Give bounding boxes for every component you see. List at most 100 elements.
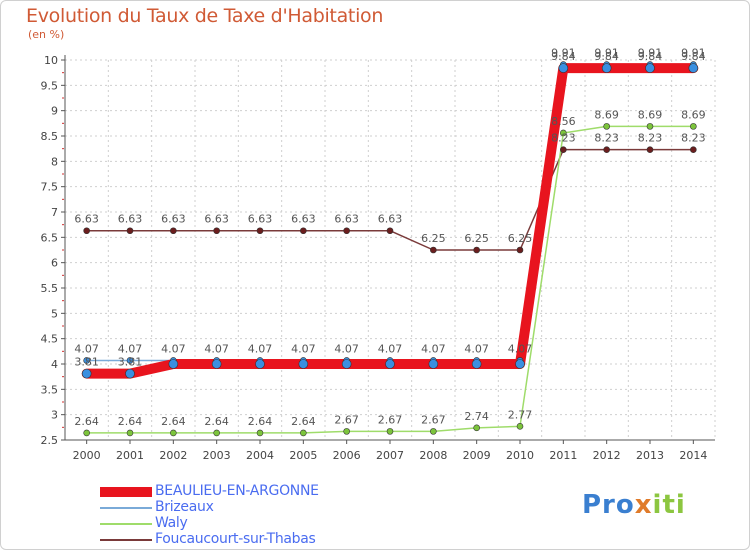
data-point-waly bbox=[170, 429, 177, 437]
data-point-waly bbox=[473, 424, 480, 432]
y-tick-label: 6 bbox=[51, 257, 58, 270]
legend-swatch-beaulieu bbox=[100, 487, 152, 497]
data-label-foucaucourt: 6.63 bbox=[118, 213, 143, 226]
data-label-waly: 8.56 bbox=[551, 115, 576, 128]
data-point-brizeaux bbox=[83, 357, 90, 364]
data-label-foucaucourt: 6.63 bbox=[204, 213, 229, 226]
x-tick-label: 2006 bbox=[333, 449, 361, 462]
data-point-foucaucourt bbox=[560, 146, 567, 153]
data-label-brizeaux: 4.07 bbox=[74, 342, 99, 355]
data-point-foucaucourt bbox=[213, 227, 220, 235]
tick-labels: 2.5 3 3.5 4 4.5 5 5.5 6 6.5 7 7.5 8 8.5 9 9.5 10 2000 200… bbox=[41, 54, 708, 462]
data-point-beaulieu bbox=[125, 368, 135, 379]
data-label-brizeaux: 4.07 bbox=[118, 342, 143, 355]
x-tick-label: 2014 bbox=[679, 449, 707, 462]
data-label-foucaucourt: 6.25 bbox=[508, 232, 533, 245]
x-tick-label: 2001 bbox=[116, 449, 144, 462]
data-label-waly: 2.67 bbox=[421, 413, 446, 426]
x-tick-label: 2002 bbox=[159, 449, 187, 462]
data-point-foucaucourt bbox=[646, 146, 654, 153]
data-point-waly bbox=[300, 429, 307, 437]
data-point-beaulieu bbox=[558, 63, 569, 73]
y-tick-label: 5 bbox=[51, 307, 58, 320]
y-tick-label: 9.5 bbox=[41, 79, 59, 92]
data-point-waly bbox=[560, 129, 567, 137]
data-label-foucaucourt: 6.63 bbox=[248, 213, 273, 226]
series-line-waly bbox=[85, 125, 695, 434]
data-point-foucaucourt bbox=[126, 227, 134, 235]
y-minor-tick bbox=[62, 72, 64, 74]
data-label-foucaucourt: 6.63 bbox=[291, 213, 316, 226]
data-point-beaulieu bbox=[515, 359, 525, 369]
line-chart: 2.5 3 3.5 4 4.5 5 5.5 6 6.5 7 7.5 8 8.5 9 9.5 10 2000 200… bbox=[41, 47, 716, 462]
data-label-brizeaux: 4.07 bbox=[464, 342, 489, 355]
y-minor-tick bbox=[62, 122, 64, 124]
data-point-waly bbox=[213, 429, 220, 437]
data-point-waly bbox=[603, 123, 610, 130]
data-label-waly: 2.67 bbox=[378, 413, 403, 426]
y-minor-tick bbox=[62, 376, 64, 378]
data-label-brizeaux: 4.07 bbox=[248, 342, 273, 355]
data-label-beaulieu: 3.81 bbox=[74, 356, 99, 369]
data-point-waly bbox=[126, 429, 134, 437]
data-label-foucaucourt: 6.63 bbox=[74, 213, 99, 226]
legend-label-waly: Waly bbox=[155, 515, 188, 531]
data-label-brizeaux: 9.91 bbox=[681, 47, 706, 60]
data-point-foucaucourt bbox=[343, 227, 350, 235]
data-label-brizeaux: 4.07 bbox=[421, 342, 446, 355]
data-point-waly bbox=[83, 429, 90, 437]
data-label-brizeaux: 4.07 bbox=[291, 342, 316, 355]
data-label-foucaucourt: 6.63 bbox=[334, 213, 359, 226]
data-label-brizeaux: 4.07 bbox=[378, 342, 403, 355]
data-point-beaulieu bbox=[688, 63, 699, 73]
y-axis-unit: (en %) bbox=[28, 28, 65, 41]
legend-swatch-foucaucourt bbox=[100, 539, 152, 541]
data-label-foucaucourt: 6.25 bbox=[421, 232, 446, 245]
data-point-foucaucourt bbox=[83, 227, 90, 235]
data-label-waly: 2.64 bbox=[118, 415, 143, 428]
data-point-beaulieu bbox=[471, 359, 482, 369]
y-tick-label: 8 bbox=[51, 155, 58, 168]
x-tick-label: 2000 bbox=[73, 449, 101, 462]
legend-label-beaulieu: BEAULIEU-EN-ARGONNE bbox=[155, 483, 319, 499]
x-tick-label: 2009 bbox=[463, 449, 491, 462]
data-point-foucaucourt bbox=[430, 246, 437, 254]
data-label-foucaucourt: 8.23 bbox=[638, 132, 663, 145]
y-minor-tick bbox=[62, 198, 64, 200]
x-tick-label: 2010 bbox=[506, 449, 534, 462]
data-label-brizeaux: 4.07 bbox=[161, 342, 186, 355]
x-tick-label: 2008 bbox=[419, 449, 447, 462]
data-label-waly: 2.64 bbox=[248, 415, 273, 428]
data-point-foucaucourt bbox=[300, 227, 307, 235]
y-tick-label: 3 bbox=[51, 409, 58, 422]
y-tick-label: 10 bbox=[44, 54, 58, 67]
data-label-waly: 2.64 bbox=[204, 415, 229, 428]
data-label-beaulieu: 9.84 bbox=[638, 50, 663, 63]
y-tick-label: 7.5 bbox=[41, 181, 59, 194]
y-tick-label: 3.5 bbox=[41, 383, 59, 396]
data-point-foucaucourt bbox=[690, 146, 697, 153]
data-point-beaulieu bbox=[298, 359, 309, 369]
data-label-brizeaux: 9.91 bbox=[638, 47, 663, 60]
data-point-waly bbox=[690, 123, 697, 130]
data-point-beaulieu bbox=[211, 359, 222, 369]
y-minor-tick bbox=[62, 274, 64, 276]
data-point-foucaucourt bbox=[473, 246, 480, 254]
data-label-brizeaux: 4.07 bbox=[204, 342, 229, 355]
data-point-foucaucourt bbox=[256, 227, 264, 235]
data-label-foucaucourt: 6.63 bbox=[378, 213, 403, 226]
y-tick-label: 4.5 bbox=[41, 333, 59, 346]
data-point-beaulieu bbox=[255, 359, 265, 369]
data-label-foucaucourt: 8.23 bbox=[681, 132, 706, 145]
data-point-brizeaux bbox=[126, 357, 134, 364]
x-tick-label: 2004 bbox=[246, 449, 274, 462]
data-point-foucaucourt bbox=[516, 246, 524, 254]
data-label-waly: 8.69 bbox=[681, 108, 706, 121]
legend-swatch-brizeaux bbox=[100, 507, 152, 509]
x-tick-label: 2005 bbox=[289, 449, 317, 462]
x-tick-label: 2011 bbox=[549, 449, 577, 462]
legend-label-brizeaux: Brizeaux bbox=[155, 499, 214, 515]
y-tick-label: 4 bbox=[51, 358, 58, 371]
y-tick-label: 8.5 bbox=[41, 130, 59, 143]
